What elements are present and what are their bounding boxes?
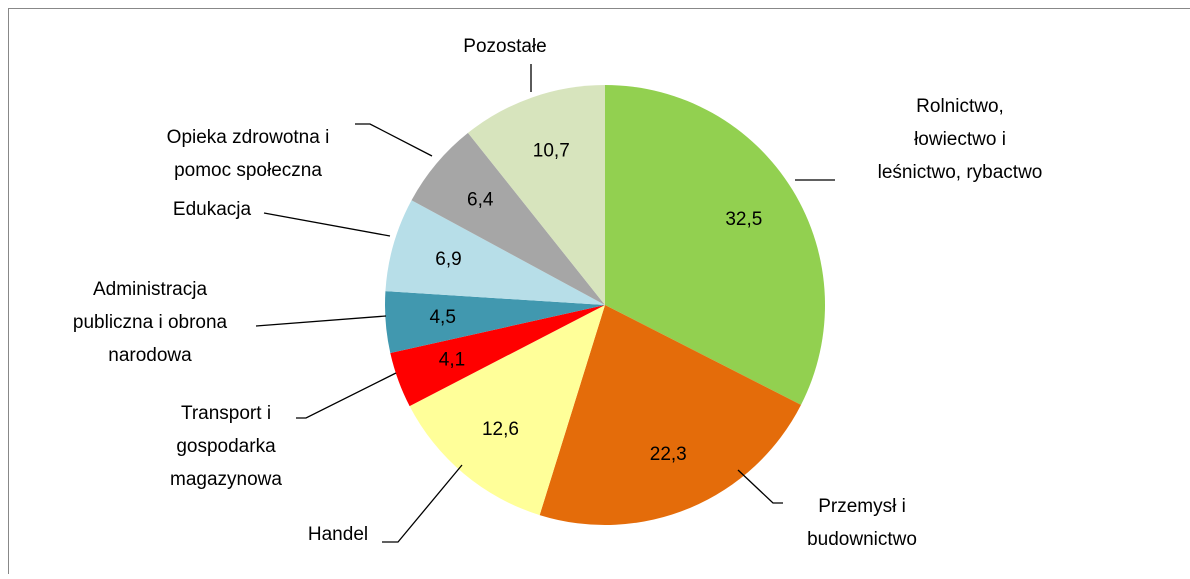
data-label: 4,1: [439, 350, 465, 371]
data-label: 12,6: [482, 419, 519, 440]
data-label: 32,5: [725, 209, 762, 230]
category-label: Pozostałe: [463, 36, 546, 57]
data-label: 10,7: [533, 140, 570, 161]
category-label: Handel: [308, 524, 368, 545]
data-label: 4,5: [429, 307, 455, 328]
data-label: 22,3: [650, 444, 687, 465]
data-label: 6,4: [467, 189, 494, 210]
category-label: Edukacja: [173, 199, 252, 220]
data-label: 6,9: [435, 249, 461, 270]
